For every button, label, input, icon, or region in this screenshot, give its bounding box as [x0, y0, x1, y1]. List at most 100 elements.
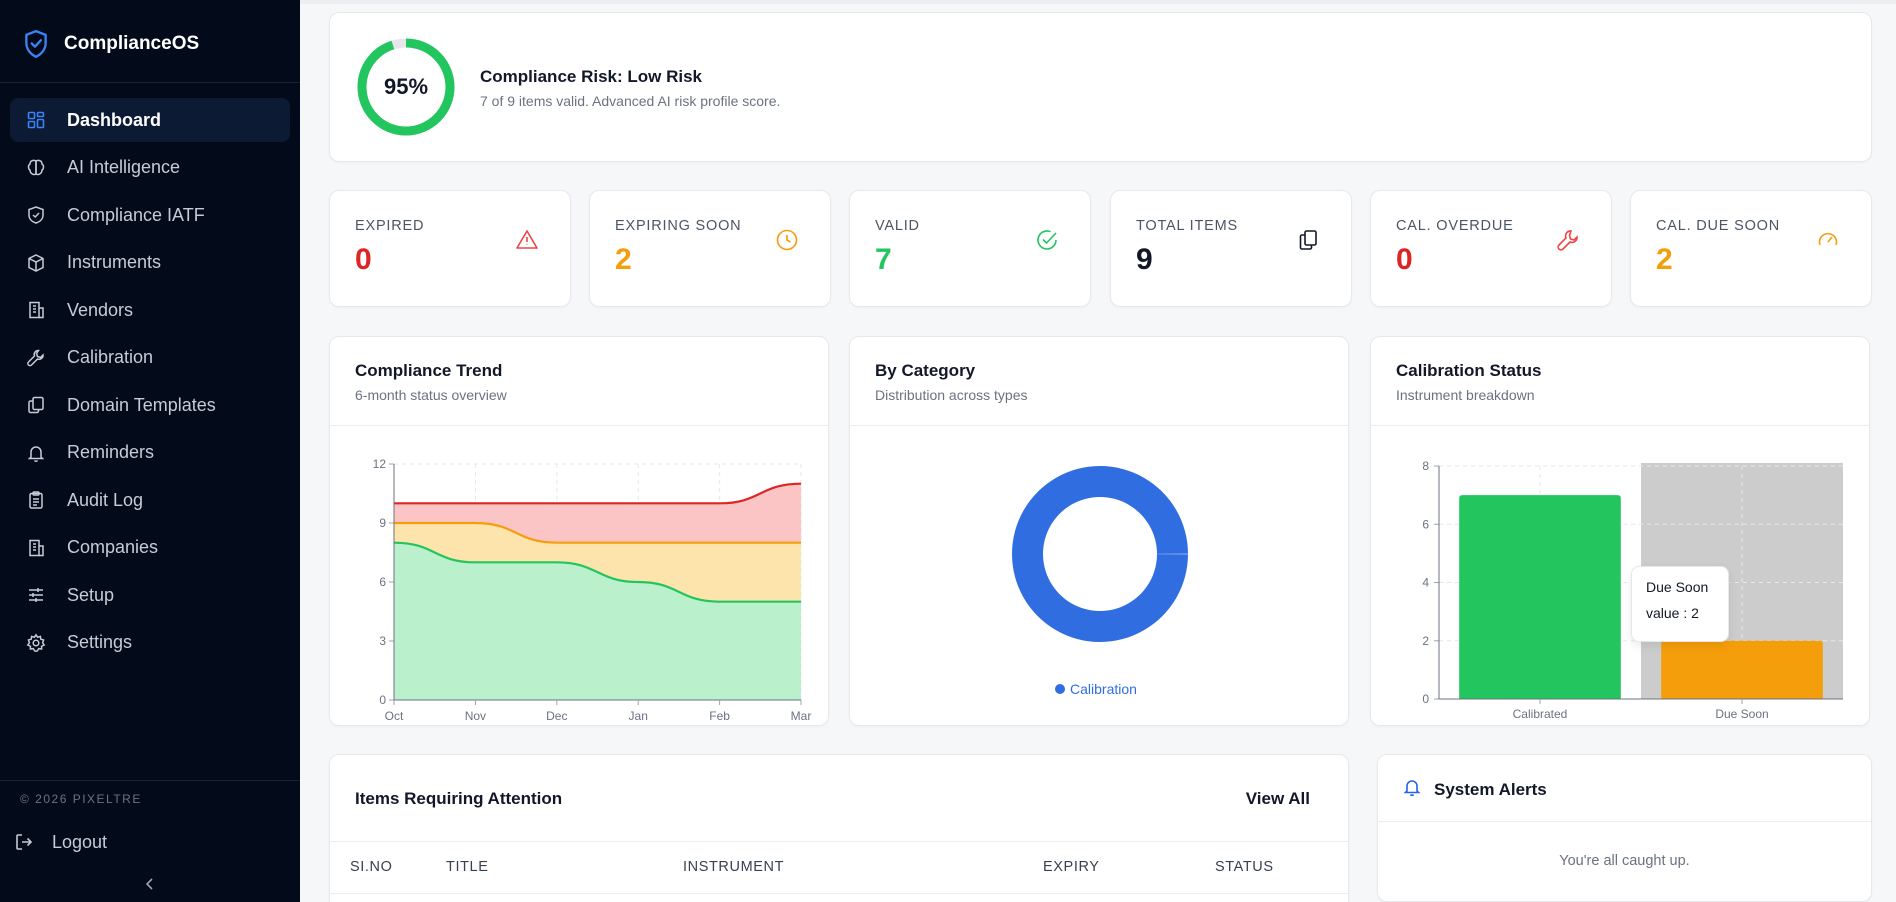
- y-tick-label: 2: [1422, 634, 1429, 648]
- series-line: [393, 482, 802, 505]
- alert-triangle-icon: [514, 227, 540, 253]
- check-circle-icon: [1034, 227, 1060, 253]
- sidebar-item-compliance-iatf[interactable]: Compliance IATF: [10, 193, 290, 237]
- bar: [1661, 640, 1823, 699]
- sidebar-item-label: Compliance IATF: [67, 204, 205, 225]
- stat-card-total-items[interactable]: TOTAL ITEMS 9: [1110, 190, 1352, 307]
- divider: [330, 893, 1348, 894]
- sidebar-item-label: Domain Templates: [67, 394, 216, 415]
- y-tick-label: 12: [373, 457, 387, 471]
- cube-icon: [25, 252, 47, 274]
- brand[interactable]: ComplianceOS: [22, 26, 199, 62]
- sliders-icon: [25, 584, 47, 606]
- divider: [0, 82, 300, 83]
- copyright: © 2026 PIXELTRE: [20, 792, 142, 806]
- sidebar-item-settings[interactable]: Settings: [10, 621, 290, 665]
- stat-card-expired[interactable]: EXPIRED 0: [329, 190, 571, 307]
- x-tick-label: Calibrated: [1513, 707, 1568, 721]
- chart-subtitle: 6-month status overview: [355, 387, 507, 403]
- stat-card-cal-overdue[interactable]: CAL. OVERDUE 0: [1370, 190, 1612, 307]
- top-bar: [300, 0, 1896, 4]
- app-name: ComplianceOS: [64, 33, 200, 54]
- risk-title: Compliance Risk: Low Risk: [480, 67, 702, 86]
- risk-score-ring: [357, 38, 455, 136]
- sidebar-item-calibration[interactable]: Calibration: [10, 336, 290, 380]
- y-tick-label: 8: [1422, 459, 1429, 473]
- sidebar-item-setup[interactable]: Setup: [10, 573, 290, 617]
- x-tick-label: Mar: [791, 709, 812, 723]
- divider: [1378, 821, 1871, 822]
- sidebar-item-ai-intelligence[interactable]: AI Intelligence: [10, 146, 290, 190]
- logout-icon: [14, 832, 34, 852]
- calibration-status-card: Calibration Status Instrument breakdown …: [1370, 336, 1870, 726]
- compliance-trend-card: Compliance Trend 6-month status overview…: [329, 336, 829, 726]
- legend-label: Calibration: [1070, 681, 1137, 697]
- alerts-empty-state: You're all caught up.: [1559, 853, 1690, 869]
- sidebar-item-companies[interactable]: Companies: [10, 526, 290, 570]
- chart-title: Calibration Status: [1396, 361, 1542, 380]
- by-category-chart: Calibration: [1012, 466, 1188, 697]
- tooltip-value: value : 2: [1646, 605, 1699, 621]
- stat-value: 9: [1136, 243, 1153, 276]
- column-header-instrument[interactable]: INSTRUMENT: [683, 859, 785, 875]
- chart-title: By Category: [875, 361, 976, 380]
- stat-value: 7: [875, 243, 892, 276]
- stat-label: EXPIRING SOON: [615, 218, 742, 234]
- wrench-icon: [25, 347, 47, 369]
- sidebar-nav: Dashboard AI Intelligence Compliance IAT…: [10, 98, 290, 668]
- grid-icon: [25, 109, 47, 131]
- risk-subtitle: 7 of 9 items valid. Advanced AI risk pro…: [480, 93, 781, 109]
- stat-value: 0: [1396, 243, 1413, 276]
- sidebar-item-reminders[interactable]: Reminders: [10, 431, 290, 475]
- chart-title: Compliance Trend: [355, 361, 503, 380]
- by-category-card: By Category Distribution across types Ca…: [849, 336, 1349, 726]
- y-tick-label: 0: [379, 693, 386, 707]
- sidebar-item-audit-log[interactable]: Audit Log: [10, 478, 290, 522]
- x-tick-label: Oct: [385, 709, 404, 723]
- stat-card-cal-due-soon[interactable]: CAL. DUE SOON 2: [1630, 190, 1872, 307]
- x-tick-label: Jan: [629, 709, 648, 723]
- stat-value: 2: [615, 243, 632, 276]
- column-header-si-no[interactable]: SI.NO: [350, 859, 393, 875]
- y-tick-label: 6: [379, 575, 386, 589]
- x-tick-label: Dec: [546, 709, 567, 723]
- column-header-expiry[interactable]: EXPIRY: [1043, 859, 1100, 875]
- chart-subtitle: Instrument breakdown: [1396, 387, 1535, 403]
- sidebar-item-label: Reminders: [67, 442, 155, 462]
- chevron-left-icon: [144, 877, 156, 896]
- stat-label: TOTAL ITEMS: [1136, 218, 1238, 234]
- divider: [0, 780, 300, 781]
- sidebar-item-vendors[interactable]: Vendors: [10, 288, 290, 332]
- donut-slice: [1012, 466, 1188, 642]
- column-header-title[interactable]: TITLE: [446, 859, 489, 875]
- series-line: [393, 521, 801, 544]
- clipboard-icon: [25, 489, 47, 511]
- chart-legend: Calibration: [1055, 681, 1137, 697]
- column-header-status[interactable]: STATUS: [1215, 859, 1274, 875]
- logout-button[interactable]: Logout: [14, 826, 107, 858]
- bell-icon: [1402, 777, 1422, 802]
- stat-card-expiring-soon[interactable]: EXPIRING SOON 2: [589, 190, 831, 307]
- chart-tooltip: Due Soon value : 2: [1631, 566, 1729, 642]
- divider: [850, 425, 1348, 426]
- sidebar-item-dashboard[interactable]: Dashboard: [10, 98, 290, 142]
- compliance-trend-chart: 0 3 6 9 12 Oct Nov Dec Jan Feb Mar: [373, 457, 812, 723]
- sidebar-item-domain-templates[interactable]: Domain Templates: [10, 383, 290, 427]
- sidebar-item-instruments[interactable]: Instruments: [10, 241, 290, 285]
- stat-card-valid[interactable]: VALID 7: [849, 190, 1091, 307]
- risk-score-value: 95%: [383, 74, 429, 99]
- collapse-sidebar-button[interactable]: [140, 876, 160, 896]
- clock-icon: [774, 227, 800, 253]
- gear-icon: [25, 632, 47, 654]
- divider: [330, 841, 1348, 842]
- copy-icon: [25, 394, 47, 416]
- table-title: Items Requiring Attention: [355, 789, 563, 808]
- bar: [1459, 495, 1621, 699]
- stat-label: CAL. DUE SOON: [1656, 218, 1781, 234]
- view-all-link[interactable]: View All: [1245, 789, 1310, 808]
- stat-label: EXPIRED: [355, 218, 425, 234]
- shield-check-icon: [22, 28, 50, 60]
- stat-label: CAL. OVERDUE: [1396, 218, 1514, 234]
- sidebar: ComplianceOS Dashboard AI Intelligence C…: [0, 0, 300, 902]
- divider: [1371, 425, 1869, 426]
